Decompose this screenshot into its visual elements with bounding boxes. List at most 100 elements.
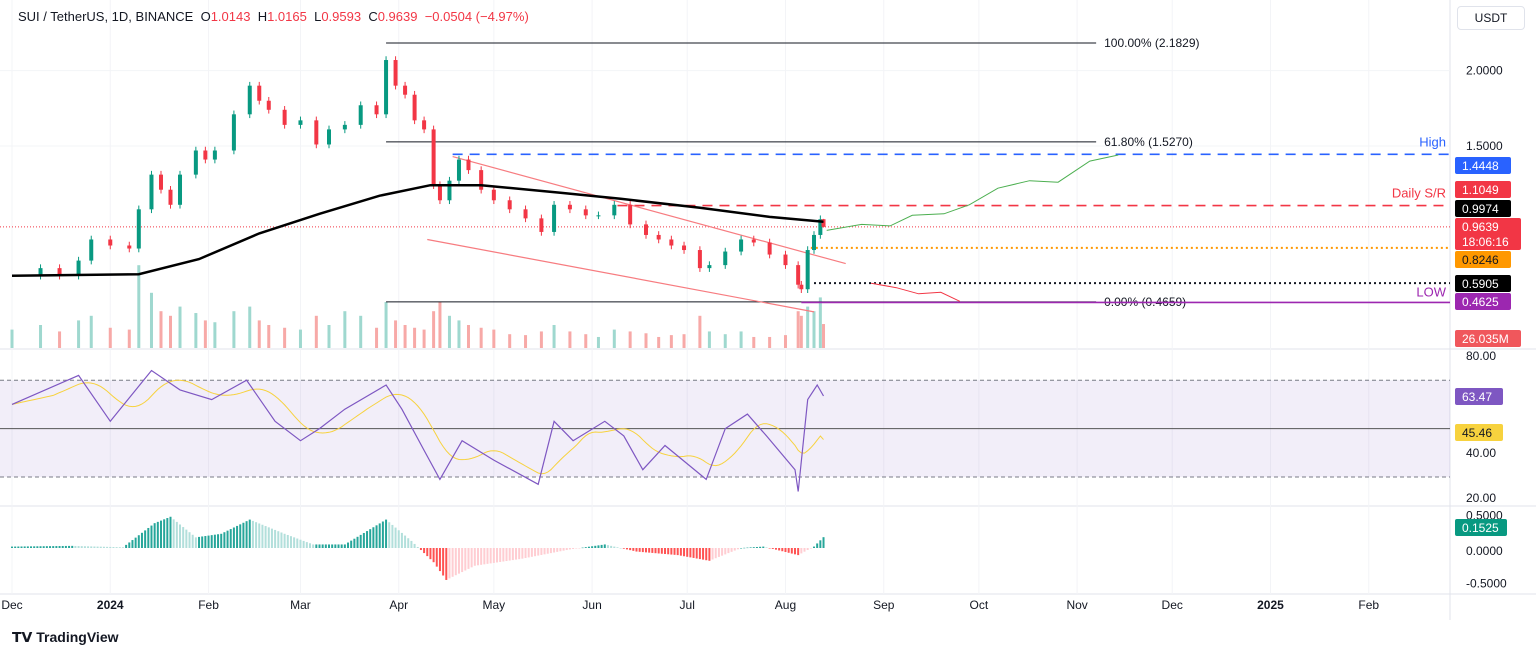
candle-body [327,129,331,145]
candle-body [669,239,674,246]
macd-hist-bar [774,548,777,550]
rsi-tick-label: 40.00 [1466,446,1496,460]
volume-bar [584,334,588,348]
macd-hist-bar [711,548,714,560]
macd-hist-bar [99,546,102,548]
macd-hist-bar [752,547,755,548]
macd-hist-bar [372,527,375,548]
volume-bar [149,292,153,348]
macd-hist-bar [702,548,705,560]
macd-hist-bar [610,545,613,548]
volume-bar [213,322,217,348]
macd-hist-bar [283,533,286,548]
macd-hist-bar [109,546,112,548]
macd-hist-bar [733,548,736,551]
macd-hist-bar [220,533,223,548]
macd-hist-bar [140,532,143,548]
macd-hist-bar [308,543,311,548]
macd-hist-bar [334,544,337,548]
macd-hist-bar [781,548,784,552]
macd-hist-bar [217,534,220,548]
black-badge [1455,275,1511,292]
volume-bar [232,311,236,348]
macd-hist-bar [502,548,505,562]
candle-body [479,170,484,190]
macd-hist-bar [438,548,441,572]
candle-body [682,245,687,251]
macd-hist-bar [670,548,673,555]
macd-hist-bar [134,537,137,548]
macd-hist-bar [740,548,743,549]
volume-bar [283,327,287,348]
macd-hist-bar [638,548,641,552]
volume-bar [267,325,271,348]
macd-hist-bar [232,527,235,548]
volume-bar [384,302,388,348]
macd-hist-bar [30,546,33,548]
macd-hist-bar [229,529,232,548]
volume-bar [552,325,556,348]
candle-body [374,105,379,115]
macd-tick-label: 0.0000 [1466,544,1503,558]
macd-hist-bar [483,548,486,565]
tradingview-logo[interactable]: 𝗧𝗩 TradingView [12,629,119,646]
time-tick-label: Nov [1066,598,1087,612]
macd-hist-bar [454,548,457,576]
last-price-badge-countdown: 18:06:16 [1462,235,1509,249]
high-badge [1455,157,1511,174]
macd-hist-bar [470,548,473,568]
macd-hist-bar [553,548,556,553]
volume-bar [413,327,417,348]
level-label-high: High [1419,134,1446,149]
macd-hist-bar [39,546,42,548]
macd-hist-bar [163,519,166,548]
macd-hist-bar [137,535,140,548]
macd-hist-bar [790,548,793,554]
macd-hist-bar [635,548,638,552]
volume-bar [422,329,426,348]
volume-bar [822,324,826,348]
low-value: 0.9593 [321,9,362,24]
macd-hist-bar [17,546,20,548]
macd-hist-bar [727,548,730,554]
macd-hist-bar [578,548,581,549]
macd-hist-bar [476,548,479,566]
candle-body [38,268,43,276]
macd-hist-bar [400,532,403,548]
macd-hist-bar [540,548,543,555]
volume-bar [806,306,810,348]
orange-badge-text: 0.8246 [1462,253,1499,267]
macd-hist-bar [762,546,765,548]
symbol-title[interactable]: SUI / TetherUS, 1D, BINANCE [18,9,194,24]
macd-hist-bar [49,546,52,548]
macd-hist-bar [156,521,159,548]
macd-hist-bar [435,548,438,567]
time-tick-label: Sep [873,598,895,612]
fib-label: 61.80% (1.5270) [1104,135,1193,149]
macd-hist-bar [255,522,258,548]
macd-hist-bar [765,547,768,548]
macd-hist-bar [223,532,226,548]
macd-hist-bar [632,548,635,551]
macd-hist-bar [277,531,280,548]
macd-hist-bar [778,548,781,551]
rsi-badge-text: 63.47 [1462,390,1492,404]
macd-hist-bar [80,546,83,548]
currency-button[interactable]: USDT [1457,6,1525,30]
volume-bar [682,334,686,348]
rsi-tick-label: 80.00 [1466,349,1496,363]
macd-hist-bar [426,548,429,557]
macd-hist-bar [730,548,733,552]
macd-hist-bar [159,520,162,548]
macd-hist-bar [26,546,29,548]
macd-hist-bar [391,524,394,548]
macd-hist-bar [96,546,99,548]
macd-hist-bar [128,542,131,548]
high-value: 1.0165 [267,9,307,24]
volume-bar [783,335,787,348]
volume-bar [327,325,331,348]
volume-bar [707,331,711,348]
macd-hist-bar [673,548,676,555]
volume-bar [796,311,800,348]
